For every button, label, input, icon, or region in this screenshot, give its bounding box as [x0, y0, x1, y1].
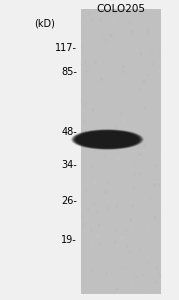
Text: 117-: 117-: [55, 43, 77, 53]
Text: 19-: 19-: [61, 235, 77, 245]
Ellipse shape: [82, 134, 132, 146]
Text: (kD): (kD): [34, 19, 55, 29]
Ellipse shape: [74, 130, 141, 149]
Ellipse shape: [79, 132, 136, 147]
Ellipse shape: [81, 133, 134, 146]
Text: 85-: 85-: [61, 67, 77, 77]
Ellipse shape: [76, 131, 139, 148]
Ellipse shape: [77, 131, 138, 148]
Ellipse shape: [75, 131, 139, 148]
Ellipse shape: [73, 130, 142, 149]
FancyBboxPatch shape: [81, 9, 161, 294]
Text: COLO205: COLO205: [96, 4, 145, 14]
Ellipse shape: [71, 129, 144, 150]
Ellipse shape: [79, 132, 135, 147]
Ellipse shape: [78, 132, 137, 147]
Ellipse shape: [78, 132, 137, 147]
Ellipse shape: [72, 130, 143, 149]
Text: 34-: 34-: [61, 160, 77, 170]
Text: 48-: 48-: [61, 127, 77, 137]
Ellipse shape: [73, 130, 142, 149]
Ellipse shape: [82, 133, 133, 146]
Text: 26-: 26-: [61, 196, 77, 206]
Ellipse shape: [71, 129, 144, 150]
Ellipse shape: [75, 130, 140, 148]
Ellipse shape: [80, 133, 135, 146]
